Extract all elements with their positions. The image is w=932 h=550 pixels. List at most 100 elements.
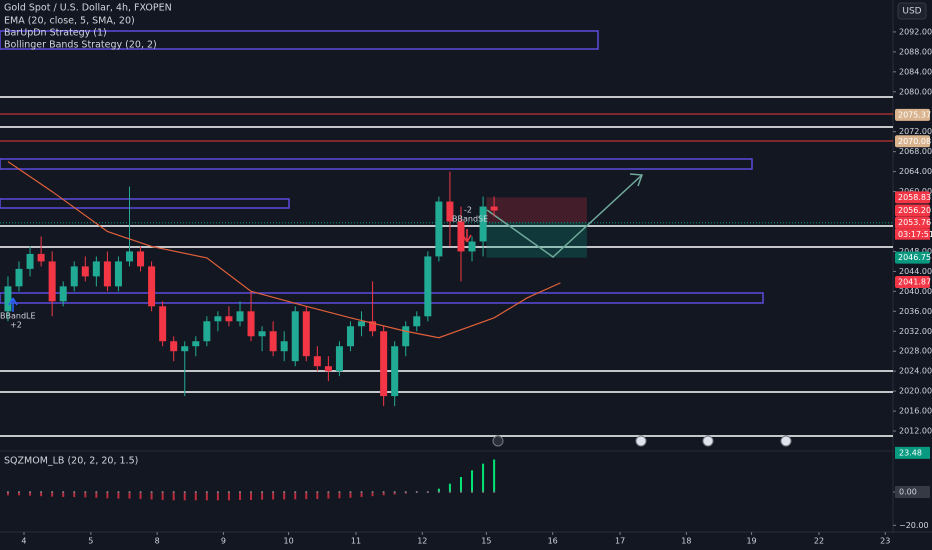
candle-body <box>490 206 498 211</box>
candle-body <box>391 346 399 397</box>
osc-zero-bg <box>895 486 930 498</box>
squeeze-dot <box>404 491 407 493</box>
candle-body <box>380 331 388 397</box>
price-label: 2056.20 <box>898 206 931 215</box>
y-tick-label: 2080.00 <box>899 87 932 96</box>
momentum-bar <box>482 463 485 492</box>
candle-body <box>103 261 111 287</box>
osc-last-bg <box>895 446 930 459</box>
momentum-bar <box>150 492 153 500</box>
momentum-bar <box>62 492 65 497</box>
momentum-bar <box>29 492 32 496</box>
squeeze-dot <box>283 491 286 493</box>
candle-body <box>181 346 189 352</box>
candle-body <box>26 253 34 269</box>
squeeze-dot <box>349 491 352 493</box>
candle-body <box>324 366 332 372</box>
squeeze-dot <box>205 491 208 493</box>
squeeze-dot <box>272 491 275 493</box>
candle-body <box>369 321 377 332</box>
momentum-bar <box>493 459 496 492</box>
candle-body <box>446 201 454 222</box>
long-arrow <box>8 297 18 312</box>
candle-body <box>15 268 23 287</box>
zone-box <box>0 292 764 304</box>
price-label-bg <box>895 216 930 229</box>
countdown-bg <box>895 228 930 240</box>
momentum-bar <box>250 492 253 500</box>
candle-body <box>457 221 465 252</box>
squeeze-dot <box>73 491 76 493</box>
momentum-bar <box>6 492 9 496</box>
drawings <box>0 30 893 437</box>
candle-body <box>148 266 156 307</box>
squeeze-dot <box>95 491 98 493</box>
candle-body <box>358 321 366 327</box>
arrow-head <box>629 173 644 187</box>
x-tick-label: 19 <box>746 537 756 546</box>
momentum-bar <box>172 492 175 501</box>
legend-strategy[interactable]: Bollinger Bands Strategy (20, 2) <box>4 40 157 51</box>
stop-zone <box>486 197 587 223</box>
currency-label[interactable]: USD <box>902 7 921 17</box>
oscillator-title[interactable]: SQZMOM_LB (20, 2, 20, 1.5) <box>4 456 138 467</box>
candle-body <box>258 331 266 337</box>
candle-body <box>435 201 443 257</box>
candle-body <box>114 261 122 287</box>
x-tick-label: 22 <box>814 537 824 546</box>
y-tick-label: 2036.00 <box>899 307 932 316</box>
squeeze-dot <box>426 491 429 493</box>
momentum-bar <box>338 492 341 499</box>
squeeze-dot <box>18 491 21 493</box>
momentum-bar <box>205 492 208 501</box>
squeeze-dot <box>437 491 440 493</box>
squeeze-dot <box>448 491 451 493</box>
price-label-bg <box>895 135 930 148</box>
momentum-bar <box>393 492 396 495</box>
price-label-bg <box>895 108 930 121</box>
legend-symbol[interactable]: Gold Spot / U.S. Dollar, 4h, FXOPEN <box>4 3 172 14</box>
momentum-bar <box>316 492 319 499</box>
event-icon <box>780 435 792 447</box>
candle-body <box>413 316 421 327</box>
legend-indicator[interactable]: EMA (20, close, 5, SMA, 20) <box>4 16 135 27</box>
event-icon <box>492 435 504 447</box>
candle-body <box>313 356 321 367</box>
squeeze-dot <box>227 491 230 493</box>
squeeze-dot <box>172 491 175 493</box>
event-icon <box>702 435 714 447</box>
price-label-bg <box>895 204 930 217</box>
candle-body <box>92 261 100 277</box>
candle-body <box>170 341 178 352</box>
legend-strategy[interactable]: BarUpDn Strategy (1) <box>4 28 107 39</box>
squeeze-dot <box>51 491 54 493</box>
squeeze-dot <box>316 491 319 493</box>
momentum-bar <box>305 492 308 500</box>
y-tick-label: 2048.00 <box>899 247 932 256</box>
osc-tick-label: −20.00 <box>899 521 929 530</box>
osc-last-label: 23.48 <box>899 448 922 457</box>
x-tick-label: 5 <box>88 537 93 546</box>
short-label: BBandSE <box>452 215 488 224</box>
squeeze-dot <box>250 491 253 493</box>
zone-box <box>0 30 599 50</box>
squeeze-dot <box>382 491 385 493</box>
candle-body <box>214 316 222 322</box>
candle-body <box>291 311 299 362</box>
momentum-bar <box>161 492 164 500</box>
x-tick-label: 4 <box>21 537 26 546</box>
y-tick-label: 2032.00 <box>899 327 932 336</box>
y-tick-label: 2012.00 <box>899 427 932 436</box>
momentum-bar <box>51 492 54 497</box>
y-tick-label: 2016.00 <box>899 407 932 416</box>
squeeze-dot <box>128 491 131 493</box>
candle-body <box>225 316 233 322</box>
momentum-bar <box>360 492 363 497</box>
momentum-bar <box>327 492 330 499</box>
x-tick-label: 16 <box>548 537 558 546</box>
y-tick-label: 2020.00 <box>899 387 932 396</box>
momentum-bar <box>227 492 230 501</box>
currency-button[interactable] <box>897 2 927 20</box>
squeeze-dot <box>183 491 186 493</box>
